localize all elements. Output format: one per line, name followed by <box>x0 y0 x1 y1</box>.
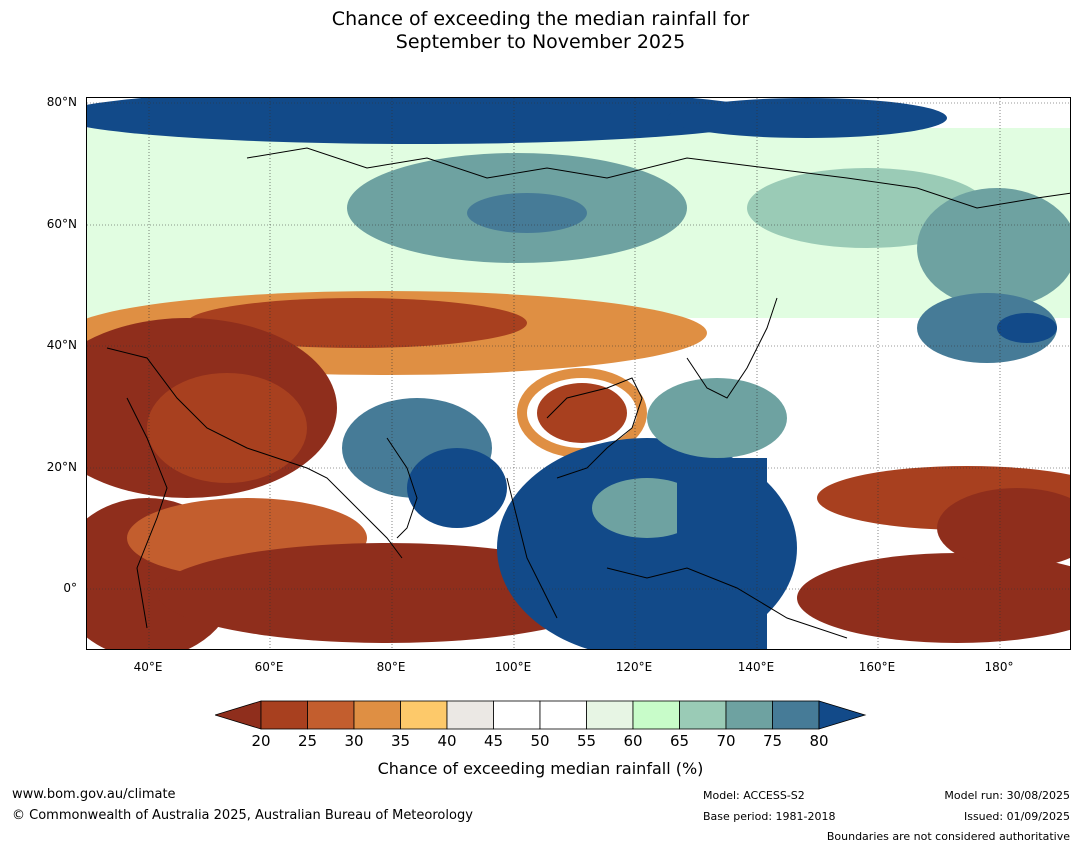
colorbar <box>215 700 867 730</box>
footer-copyright: © Commonwealth of Australia 2025, Austra… <box>12 808 473 823</box>
philippine-sea-teal <box>647 378 787 458</box>
map-title: Chance of exceeding the median rainfall … <box>0 8 1081 54</box>
lat-label-40n: 40°N <box>46 338 77 352</box>
footer-url[interactable]: www.bom.gov.au/climate <box>12 787 176 802</box>
colorbar-segment <box>679 700 727 730</box>
colorbar-tick-label: 25 <box>297 732 318 750</box>
colorbar-extend-high <box>818 700 867 730</box>
lat-label-20n: 20°N <box>46 460 77 474</box>
coastlines <box>106 147 1070 639</box>
colorbar-tick-label: 30 <box>344 732 364 750</box>
colorbar-tick-label: 70 <box>716 732 736 750</box>
colorbar-tick-label: 80 <box>809 732 829 750</box>
arctic-blue-zone <box>667 98 947 138</box>
colorbar-segment <box>353 700 401 730</box>
colorbar-segment <box>772 700 820 730</box>
lon-label-80e: 80°E <box>376 660 406 674</box>
pacific-blue-spot <box>997 313 1057 343</box>
colorbar-extend-low <box>215 700 262 730</box>
footer-issued: Issued: 01/09/2025 <box>963 810 1070 823</box>
lat-label-60n: 60°N <box>46 217 77 231</box>
colorbar-segment <box>307 700 355 730</box>
footer-base-period: Base period: 1981-2018 <box>703 810 836 823</box>
lon-label-60e: 60°E <box>254 660 284 674</box>
colorbar-segment <box>493 700 541 730</box>
west-pacific-wet <box>677 458 767 649</box>
lon-label-160e: 160°E <box>858 660 896 674</box>
rainfall-map <box>86 97 1071 650</box>
arabia-dry-zone <box>147 373 307 483</box>
colorbar-segment <box>725 700 773 730</box>
footer-model: Model: ACCESS-S2 <box>703 789 805 802</box>
siberia-blue-zone <box>467 193 587 233</box>
colorbar-segment <box>632 700 680 730</box>
pacific-dry-band-south <box>797 553 1070 643</box>
china-dry-spot <box>537 383 627 443</box>
lat-label-0: 0° <box>63 581 77 595</box>
colorbar-tick-label: 40 <box>437 732 457 750</box>
lon-label-120e: 120°E <box>615 660 653 674</box>
south-china-sea-teal <box>592 478 702 538</box>
colorbar-tick-label: 75 <box>762 732 783 750</box>
colorbar-segment <box>539 700 587 730</box>
colorbar-segment <box>586 700 634 730</box>
colorbar-segment <box>400 700 448 730</box>
lon-label-40e: 40°E <box>133 660 163 674</box>
colorbar-segment <box>260 700 308 730</box>
colorbar-label: Chance of exceeding median rainfall (%) <box>377 759 704 778</box>
colorbar-tick-label: 60 <box>623 732 643 750</box>
colorbar-tick-label: 20 <box>251 732 271 750</box>
title-line-2: September to November 2025 <box>395 31 686 53</box>
title-line-1: Chance of exceeding the median rainfall … <box>331 8 750 30</box>
footer-disclaimer: Boundaries are not considered authoritat… <box>826 830 1070 843</box>
colorbar-tick-label: 65 <box>669 732 690 750</box>
pacific-north-teal <box>917 188 1070 308</box>
lon-label-100e: 100°E <box>494 660 532 674</box>
colorbar-segment <box>446 700 494 730</box>
lat-label-80n: 80°N <box>46 95 77 109</box>
colorbar-tick-label: 50 <box>530 732 550 750</box>
bay-of-bengal-wet <box>407 448 507 528</box>
lon-label-180: 180° <box>984 660 1014 674</box>
pacific-dry-core <box>937 488 1070 568</box>
pacific-north-blue <box>917 293 1057 363</box>
map-canvas <box>87 98 1070 649</box>
footer-model-run: Model run: 30/08/2025 <box>944 789 1070 802</box>
colorbar-tick-label: 45 <box>483 732 504 750</box>
colorbar-tick-label: 55 <box>576 732 597 750</box>
colorbar-tick-label: 35 <box>390 732 411 750</box>
arctic-blue-zone <box>87 98 777 144</box>
lon-label-140e: 140°E <box>737 660 775 674</box>
graticule <box>87 98 1070 649</box>
